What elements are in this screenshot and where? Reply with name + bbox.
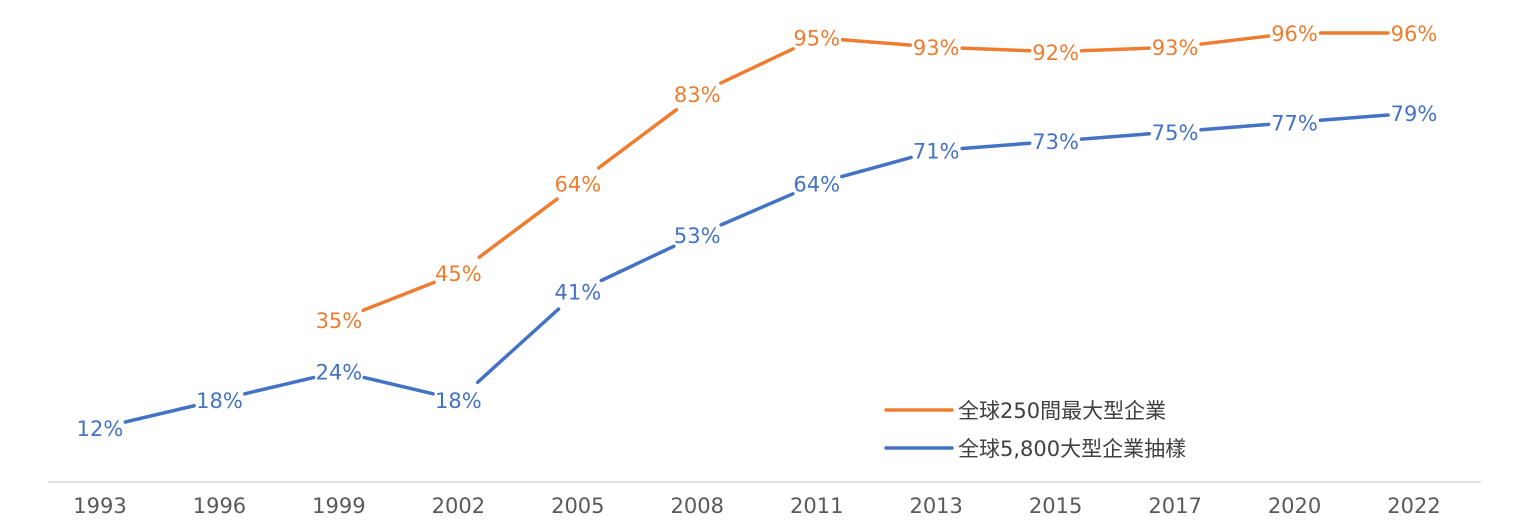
series-line-segment: [596, 107, 679, 170]
data-label: 71%: [913, 140, 960, 164]
series-line-segment: [599, 244, 676, 283]
series-1: 35% 45% 64% 83% 95% 93% 92% 93% 96% 96%: [316, 22, 1438, 333]
series-line-segment: [123, 403, 196, 424]
series-line-segment: [1318, 113, 1390, 123]
data-label: 18%: [196, 389, 243, 413]
x-tick-label: 1999: [312, 494, 365, 518]
series-line-segment: [840, 38, 913, 47]
data-label: 73%: [1032, 130, 1079, 154]
legend-label: 全球250間最大型企業: [958, 399, 1166, 423]
series-line-segment: [840, 155, 913, 179]
x-axis-ticks: 1993 1996 1999 2002 2005 2008 2011 2013 2015 2017…: [73, 494, 1440, 518]
data-label: 18%: [435, 389, 482, 413]
data-label: 45%: [435, 262, 482, 286]
data-label: 93%: [913, 36, 960, 60]
x-tick-label: 2011: [790, 494, 843, 518]
series-line-segment: [1199, 34, 1271, 46]
x-tick-label: 2020: [1268, 494, 1321, 518]
data-label: 96%: [1271, 22, 1318, 46]
data-label: 95%: [793, 27, 840, 51]
series-line-segment: [719, 192, 795, 227]
series-layer: 35%45%64%83%95% 93% 92% 93%96% 96%12%18%24%1…: [77, 22, 1438, 441]
data-label: 64%: [554, 172, 601, 196]
x-tick-label: 1996: [193, 494, 246, 518]
series-line-segment: [477, 197, 559, 259]
data-label: 12%: [77, 417, 124, 441]
series-line-segment: [361, 280, 436, 313]
data-label: 96%: [1391, 22, 1438, 46]
data-label: 53%: [674, 224, 721, 248]
x-tick-label: 2022: [1387, 494, 1440, 518]
x-tick-label: 2005: [551, 494, 604, 518]
series-line-segment: [719, 47, 795, 85]
legend-label: 全球5,800大型企業抽樣: [958, 437, 1186, 461]
x-tick-label: 2008: [671, 494, 724, 518]
series-line-segment: [243, 375, 316, 396]
data-label: 93%: [1152, 36, 1199, 60]
data-label: 92%: [1032, 41, 1079, 65]
series-line-segment: [475, 307, 561, 385]
data-label: 83%: [674, 83, 721, 107]
x-tick-label: 2002: [432, 494, 485, 518]
series-2: 12% 18% 24% 18% 41% 53% 64% 71% 73% 75% 77% 79%: [77, 102, 1438, 441]
data-label: 79%: [1391, 102, 1438, 126]
x-tick-label: 2017: [1148, 494, 1201, 518]
data-label: 75%: [1152, 121, 1199, 145]
data-label: 77%: [1271, 111, 1318, 135]
series-line-segment: [960, 46, 1032, 53]
series-line-segment: [362, 375, 435, 396]
data-label: 41%: [554, 281, 601, 305]
series-line-segment: [1079, 132, 1151, 141]
x-tick-label: 2015: [1029, 494, 1082, 518]
series-line-segment: [960, 141, 1032, 151]
x-tick-label: 2013: [909, 494, 962, 518]
series-line-segment: [1079, 46, 1151, 53]
series-line-segment: [1199, 122, 1271, 132]
x-tick-label: 1993: [73, 494, 126, 518]
data-label: 64%: [793, 172, 840, 196]
data-label: 35%: [316, 309, 363, 333]
data-label: 24%: [316, 361, 363, 385]
